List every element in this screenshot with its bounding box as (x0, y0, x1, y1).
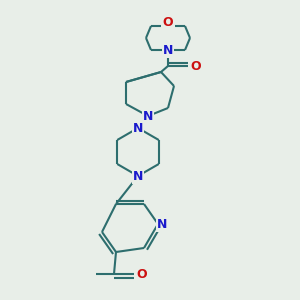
Text: O: O (137, 268, 147, 281)
Text: N: N (157, 218, 167, 230)
Text: O: O (191, 59, 201, 73)
Text: N: N (133, 169, 143, 182)
Text: N: N (143, 110, 153, 122)
Text: O: O (163, 16, 173, 29)
Text: N: N (163, 44, 173, 56)
Text: N: N (133, 122, 143, 134)
